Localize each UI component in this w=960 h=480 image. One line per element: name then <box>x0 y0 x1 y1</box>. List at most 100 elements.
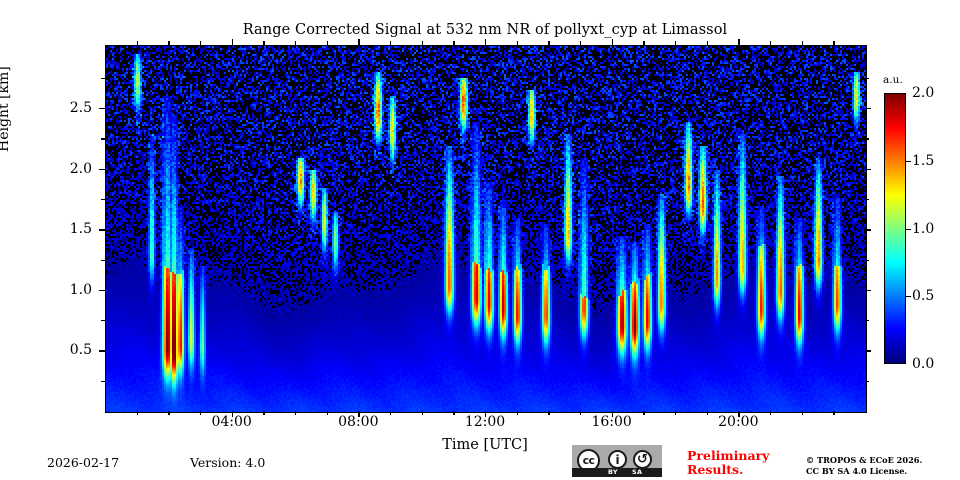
x-tick-mark-minor <box>643 41 645 45</box>
page-title: Range Corrected Signal at 532 nm NR of p… <box>242 22 728 38</box>
y-tick-mark <box>99 289 105 292</box>
x-tick-mark-minor <box>801 41 803 45</box>
x-tick-mark <box>738 39 740 45</box>
y-tick-mark <box>99 168 105 170</box>
x-tick-mark-minor <box>263 411 265 415</box>
attribution-icon: i <box>608 450 627 469</box>
y-tick-label: 2.0 <box>69 160 92 177</box>
x-tick-label: 16:00 <box>591 414 632 430</box>
heatmap-canvas[interactable] <box>106 46 866 412</box>
preliminary-line-2: Results. <box>687 462 744 477</box>
y-tick-mark <box>865 108 871 110</box>
x-tick-mark-minor <box>833 411 835 415</box>
x-tick-mark-minor <box>580 411 582 415</box>
y-tick-mark-minor <box>865 77 869 80</box>
x-tick-mark-minor <box>326 41 328 45</box>
copyright-line-2: CC BY SA 4.0 License. <box>806 465 908 476</box>
x-tick-mark-minor <box>770 411 772 415</box>
x-tick-mark <box>738 411 740 417</box>
x-tick-label: 08:00 <box>338 414 379 430</box>
x-tick-mark-minor <box>168 41 170 45</box>
y-tick-mark-minor <box>101 380 105 382</box>
y-tick-mark-minor <box>101 77 105 80</box>
y-tick-mark <box>865 168 871 170</box>
y-tick-mark-minor <box>101 138 105 140</box>
x-tick-mark-minor <box>801 411 803 415</box>
colorbar-canvas[interactable] <box>884 93 906 364</box>
y-tick-label: 0.5 <box>69 342 92 359</box>
y-tick-mark-minor <box>865 198 869 201</box>
x-tick-mark-minor <box>833 41 835 45</box>
x-tick-mark <box>358 39 360 45</box>
y-tick-mark-minor <box>865 138 869 140</box>
y-tick-mark-minor <box>101 320 105 322</box>
x-tick-mark-minor <box>706 411 708 415</box>
colorbar-tick-mark <box>906 296 911 298</box>
x-tick-mark-minor <box>326 411 328 415</box>
x-tick-mark <box>485 411 487 417</box>
y-tick-mark-minor <box>101 259 105 261</box>
colorbar-unit-label: a.u. <box>883 74 903 86</box>
cc-by-label: BY <box>608 468 618 476</box>
x-tick-mark-minor <box>421 411 423 415</box>
x-tick-mark-minor <box>580 41 582 45</box>
y-tick-mark <box>99 108 105 110</box>
colorbar-tick-label: 2.0 <box>912 85 935 101</box>
x-tick-mark <box>611 411 613 417</box>
colorbar-tick-label: 1.5 <box>912 152 935 169</box>
y-tick-mark <box>865 289 871 292</box>
y-tick-mark-minor <box>865 320 869 322</box>
x-tick-mark-minor <box>643 411 645 415</box>
cc-icon: cc <box>577 449 600 472</box>
y-tick-label: 1.0 <box>69 281 92 298</box>
x-tick-mark <box>231 411 233 417</box>
x-tick-mark-minor <box>263 41 265 45</box>
cc-badge-strip: BY SA <box>572 468 662 477</box>
x-tick-mark <box>485 39 487 45</box>
x-tick-mark-minor <box>706 41 708 45</box>
y-tick-mark <box>99 229 105 231</box>
x-tick-mark-minor <box>770 41 772 45</box>
x-tick-mark-minor <box>136 411 138 415</box>
share-alike-icon: ↺ <box>633 450 652 469</box>
x-tick-mark-minor <box>168 411 170 415</box>
y-tick-label: 1.5 <box>69 221 92 238</box>
colorbar-tick-label: 1.0 <box>912 220 935 237</box>
x-tick-mark <box>231 39 233 45</box>
x-tick-mark-minor <box>675 41 677 45</box>
colorbar-tick-label: 0.5 <box>912 288 935 305</box>
footer-date: 2026-02-17 <box>47 455 120 470</box>
cc-sa-label: SA <box>632 468 643 476</box>
colorbar-tick-mark <box>906 228 911 230</box>
x-tick-mark-minor <box>295 411 297 415</box>
plot-axes[interactable] <box>105 45 867 413</box>
y-tick-mark <box>865 350 871 352</box>
colorbar[interactable] <box>884 93 906 364</box>
x-tick-mark-minor <box>136 41 138 45</box>
y-tick-mark-minor <box>101 198 105 201</box>
preliminary-line-1: Preliminary <box>687 448 770 463</box>
colorbar-tick-mark <box>906 160 911 162</box>
footer-version: Version: 4.0 <box>190 455 266 470</box>
y-tick-mark <box>99 350 105 352</box>
preliminary-results-notice: Preliminary Results. <box>687 449 769 477</box>
x-tick-mark <box>358 411 360 417</box>
y-axis-label: Height [km] <box>0 66 12 152</box>
x-axis-label: Time [UTC] <box>442 437 528 453</box>
copyright-notice: © TROPOS & ECoE 2026. CC BY SA 4.0 Licen… <box>806 455 922 476</box>
x-tick-mark-minor <box>675 411 677 415</box>
colorbar-tick-label: 0.0 <box>912 356 935 372</box>
x-tick-mark-minor <box>453 41 455 45</box>
x-tick-mark-minor <box>390 411 392 415</box>
x-tick-mark-minor <box>548 41 550 45</box>
x-tick-mark-minor <box>516 41 518 45</box>
y-tick-label: 2.5 <box>69 100 92 117</box>
y-tick-mark-minor <box>865 380 869 382</box>
cc-license-badge[interactable]: cc i ↺ BY SA <box>572 445 662 477</box>
x-tick-mark-minor <box>200 411 202 415</box>
x-tick-label: 20:00 <box>718 414 759 430</box>
y-tick-mark-minor <box>865 259 869 261</box>
x-tick-mark-minor <box>390 41 392 45</box>
x-tick-mark-minor <box>453 411 455 415</box>
